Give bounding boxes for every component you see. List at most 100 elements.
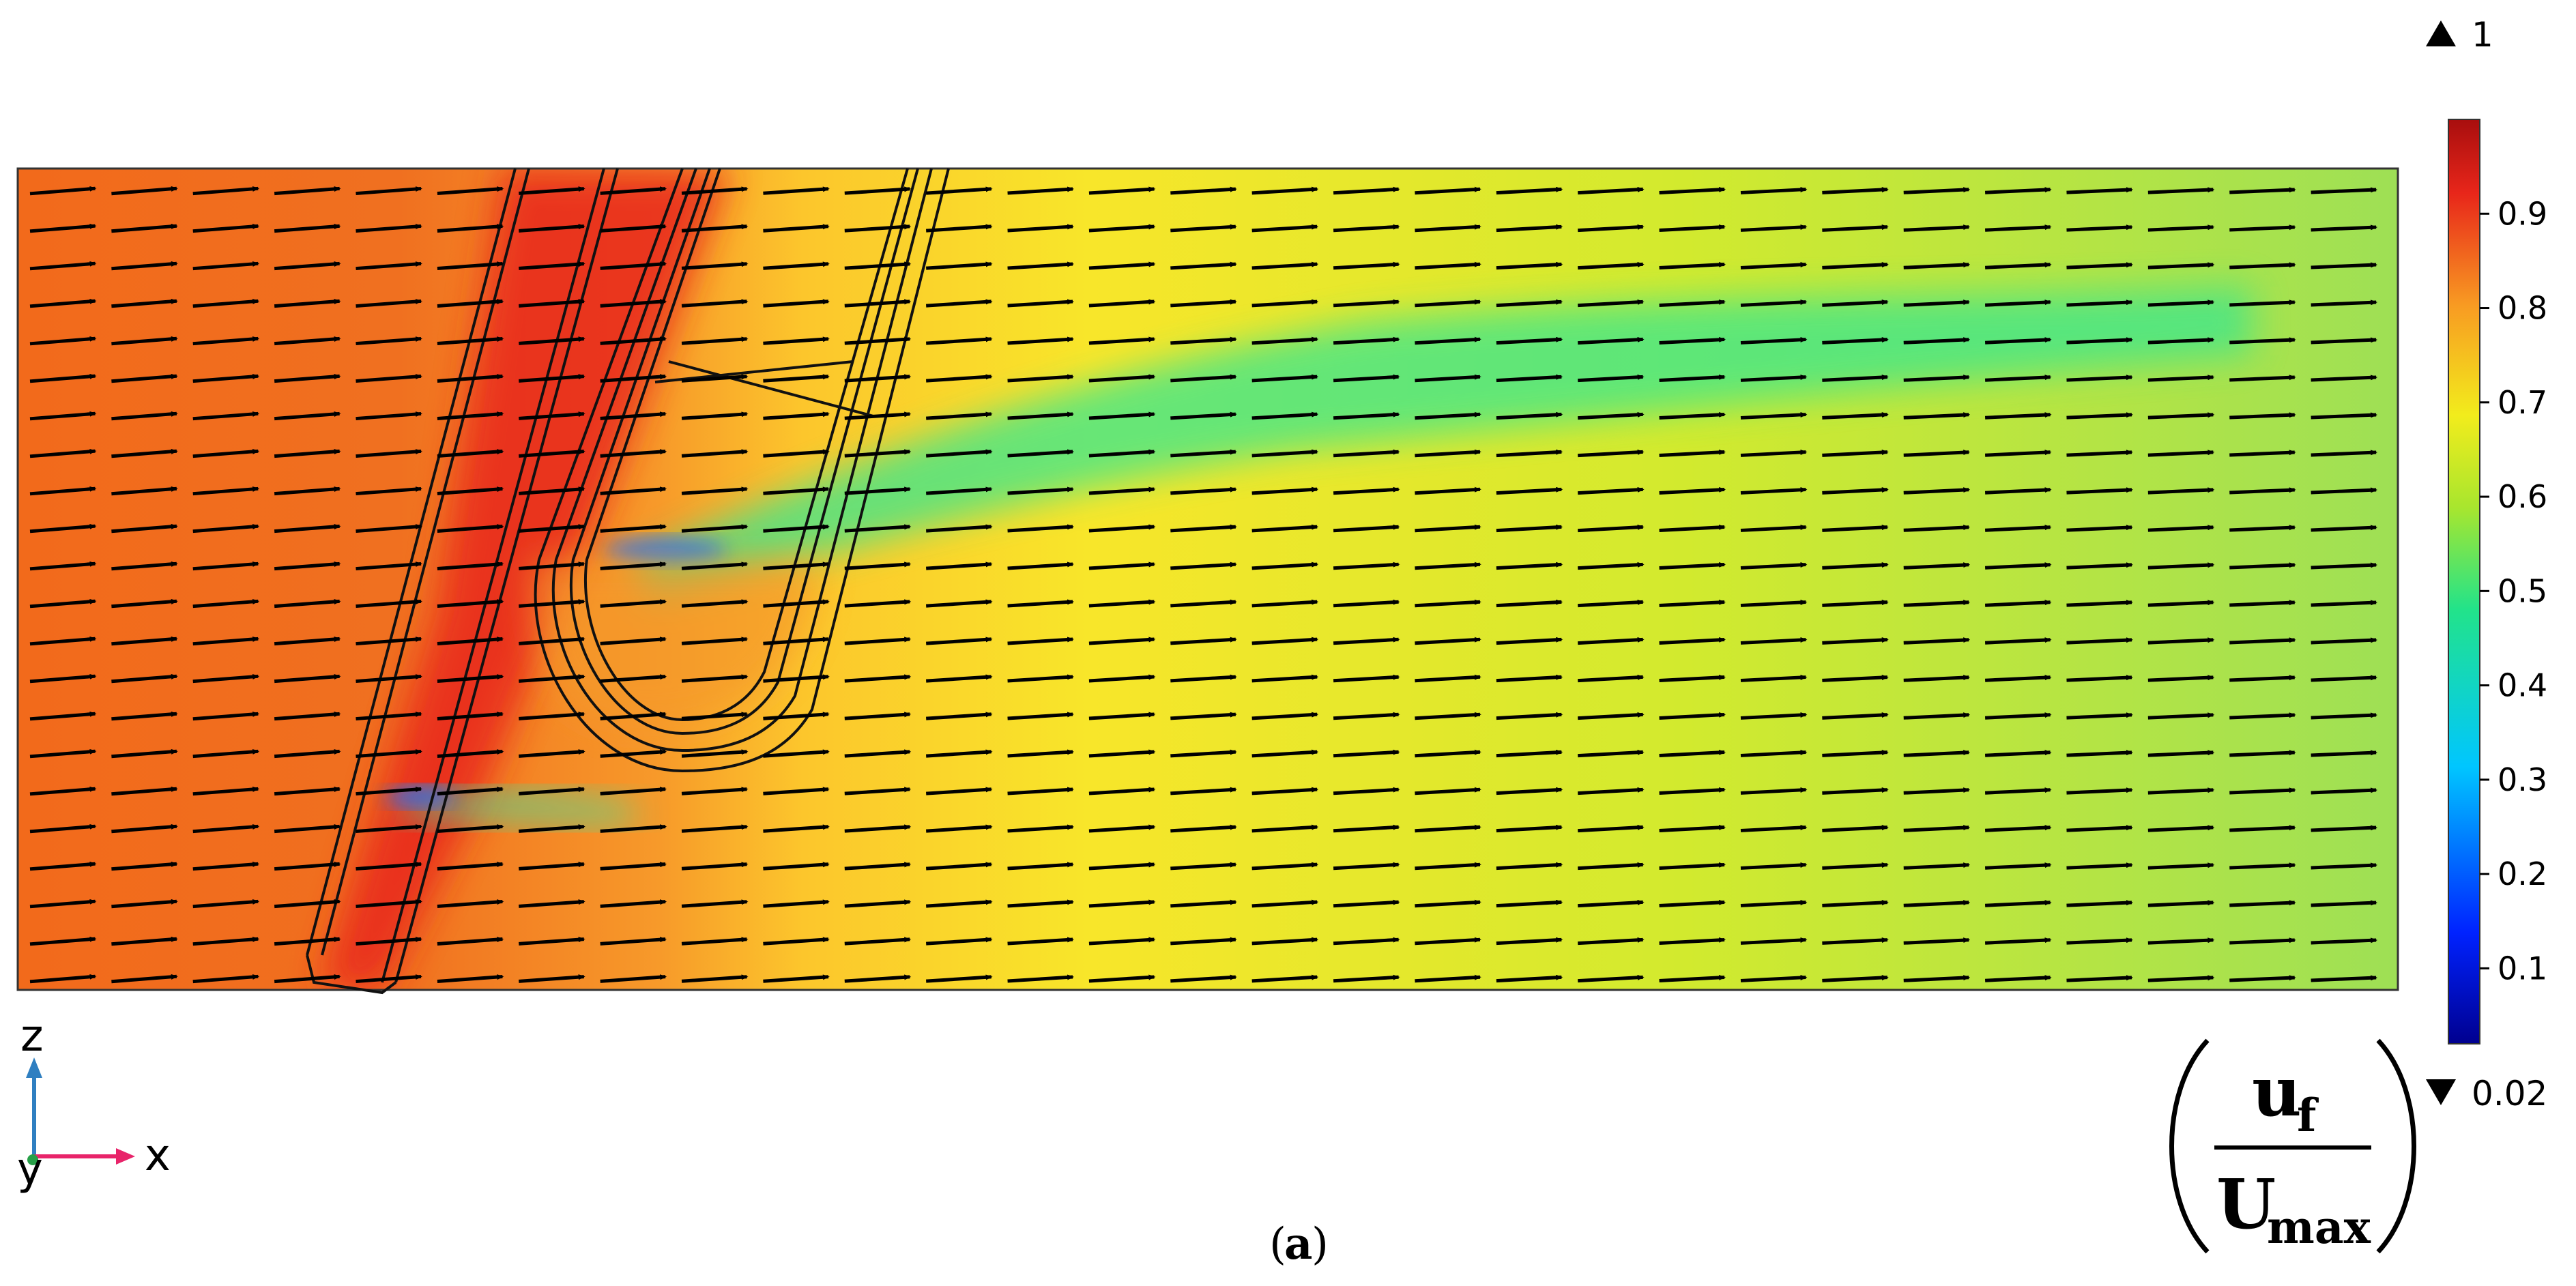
velocity-arrow [2147, 375, 2215, 382]
velocity-arrow [274, 673, 341, 684]
velocity-arrow [1415, 899, 1481, 908]
velocity-arrow [2229, 262, 2296, 269]
velocity-arrow [2311, 825, 2378, 832]
velocity-arrow [437, 637, 504, 645]
velocity-arrow [1415, 674, 1481, 683]
velocity-arrow [1659, 561, 1726, 570]
velocity-arrow [519, 261, 585, 270]
velocity-arrow [1496, 524, 1563, 533]
velocity-arrow [1659, 524, 1726, 532]
velocity-arrow [1578, 787, 1645, 795]
velocity-arrow [1984, 375, 2052, 382]
velocity-arrow [1903, 375, 1971, 382]
x-axis-label: x [145, 1130, 171, 1181]
velocity-arrow [274, 748, 341, 759]
velocity-arrow [1903, 937, 1971, 945]
velocity-arrow [1822, 262, 1889, 269]
velocity-arrow [1496, 937, 1563, 946]
velocity-arrow [1333, 824, 1400, 833]
velocity-arrow [1415, 374, 1481, 383]
velocity-arrow [1251, 749, 1319, 758]
velocity-arrow [1659, 674, 1726, 682]
colorbar-tick-label: 0.3 [2498, 761, 2547, 798]
quantity-numerator-sub: f [2297, 1089, 2319, 1142]
axis-triad: z x y [17, 1011, 171, 1195]
velocity-arrow [1415, 524, 1481, 533]
velocity-arrow [2311, 600, 2378, 607]
high-velocity-jet [321, 169, 730, 990]
velocity-arrow [1170, 599, 1237, 608]
z-axis-label: z [20, 1011, 44, 1062]
colorbar-tick-label: 0.8 [2498, 290, 2547, 327]
velocity-arrow [1659, 261, 1726, 269]
velocity-arrow [681, 862, 749, 871]
velocity-arrow [29, 186, 97, 196]
velocity-arrow [192, 636, 260, 646]
velocity-arrow [1984, 825, 2052, 832]
velocity-arrow [1740, 411, 1808, 420]
velocity-arrow [1496, 224, 1563, 233]
velocity-arrow [1088, 899, 1156, 908]
velocity-arrow [1007, 674, 1075, 683]
velocity-arrow [1496, 411, 1563, 420]
velocity-arrow [1578, 974, 1645, 983]
velocity-arrow [29, 711, 97, 721]
velocity-arrow [1007, 186, 1075, 195]
velocity-arrow [1984, 600, 2052, 607]
velocity-arrow [519, 411, 585, 420]
velocity-arrow [2229, 187, 2296, 194]
velocity-arrow [1659, 186, 1726, 194]
velocity-arrow [1251, 261, 1319, 270]
velocity-arrow [1251, 862, 1319, 871]
velocity-arrow [29, 898, 97, 909]
velocity-arrow [1984, 937, 2052, 945]
velocity-arrow [2147, 562, 2215, 570]
velocity-arrow [1659, 299, 1726, 307]
velocity-arrow [1251, 974, 1319, 983]
velocity-arrow [1088, 862, 1156, 871]
velocity-arrow [1984, 975, 2052, 982]
velocity-arrow [356, 524, 423, 534]
velocity-arrow [1170, 486, 1237, 495]
velocity-arrow [600, 899, 667, 908]
velocity-arrow [356, 974, 423, 984]
velocity-arrow [1659, 599, 1726, 607]
velocity-arrow [681, 561, 749, 570]
inclined-pipe-left-wall-inner [321, 168, 530, 956]
velocity-arrow [1740, 374, 1808, 382]
velocity-arrow [437, 186, 504, 195]
velocity-arrow [844, 749, 912, 758]
velocity-arrow [681, 712, 749, 720]
velocity-arrow [1984, 337, 2052, 345]
velocity-arrow [356, 637, 423, 646]
velocity-arrow [519, 224, 585, 233]
velocity-arrow [1496, 637, 1563, 645]
velocity-arrow [763, 824, 830, 833]
velocity-arrow [926, 336, 993, 345]
velocity-arrow [1740, 186, 1808, 194]
velocity-arrow [2066, 975, 2133, 982]
velocity-arrow [763, 374, 830, 383]
velocity-arrow [1903, 975, 1971, 982]
lower-wake-region [403, 791, 635, 825]
velocity-arrow [1088, 486, 1156, 495]
velocity-arrow [763, 899, 830, 908]
velocity-arrow [437, 862, 504, 871]
velocity-arrow [29, 786, 97, 796]
velocity-arrow [1496, 974, 1563, 983]
figure-caption: ( a ) [1269, 1218, 1329, 1270]
velocity-arrow [763, 674, 830, 683]
velocity-arrow [1415, 411, 1481, 420]
velocity-arrow [844, 974, 912, 983]
velocity-arrow [1578, 524, 1645, 533]
velocity-arrow [519, 974, 585, 983]
velocity-arrow [1984, 224, 2052, 232]
velocity-arrows [29, 186, 2378, 984]
velocity-arrow [274, 786, 341, 796]
velocity-arrow [1251, 712, 1319, 720]
velocity-arrow [600, 374, 667, 383]
velocity-arrow [600, 937, 667, 946]
velocity-arrow [1659, 824, 1726, 832]
velocity-arrow [1415, 261, 1481, 270]
velocity-arrow [681, 937, 749, 946]
